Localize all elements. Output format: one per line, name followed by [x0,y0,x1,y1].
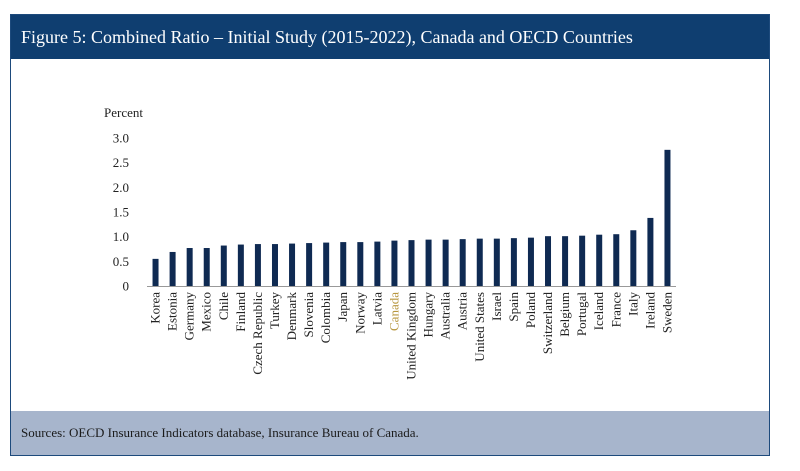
bar [545,236,552,286]
y-tick-label: 2.0 [113,180,129,195]
x-tick-label: Belgium [557,292,572,337]
x-tick-label: Slovenia [301,292,316,338]
bar [459,239,466,286]
y-tick-label: 3.0 [113,131,129,146]
bar [664,149,671,286]
x-tick-label: United States [472,292,487,362]
bar [613,234,620,286]
source-note: Sources: OECD Insurance Indicators datab… [11,411,769,455]
bar [562,236,569,286]
bar [289,243,296,286]
y-tick-label: 1.0 [113,229,129,244]
x-tick-label: Estonia [165,292,180,331]
x-tick-label: Portugal [574,292,589,336]
bar [323,242,330,286]
x-tick-label: Denmark [284,292,299,341]
bar [220,245,227,286]
x-tick-label: Australia [438,292,453,340]
bar [510,238,517,286]
bar [630,230,637,286]
x-tick-label: Sweden [659,292,674,334]
bar [306,243,313,286]
bar [374,241,381,286]
bar [425,239,432,286]
bar [493,238,500,286]
bar [271,244,278,286]
x-tick-label: Chile [216,292,231,320]
x-tick-label: United Kingdom [404,292,419,380]
bar [579,235,586,286]
bar [237,244,244,286]
bar [340,242,347,286]
bar [203,248,210,286]
bar [186,248,193,286]
bar [152,258,159,286]
x-tick-label: Switzerland [540,292,555,355]
y-tick-label: 1.5 [113,205,129,220]
y-axis-label: Percent [104,105,143,120]
bar [527,237,534,286]
y-tick-label: 0.5 [113,254,129,269]
bar [391,240,398,286]
figure-frame: Figure 5: Combined Ratio – Initial Study… [10,14,770,456]
x-tick-label: Israel [489,292,504,321]
x-tick-label: Japan [335,292,350,322]
x-tick-label: France [608,292,623,328]
x-tick-label: Iceland [591,292,606,331]
bar [476,238,483,286]
bar [357,242,364,286]
x-tick-label: Finland [233,292,248,332]
y-tick-label: 2.5 [113,155,129,170]
chart-area: Percent 0 0.5 1.0 1.5 2.0 2.5 3.0 Korea Estonia Ge… [11,59,769,411]
x-tick-label: Norway [352,292,367,334]
bar [596,234,603,286]
x-tick-label: Turkey [267,292,282,330]
x-tick-label: Latvia [369,292,384,325]
x-tick-label: Poland [523,292,538,329]
x-tick-label: Germany [182,292,197,341]
bar [254,244,261,286]
bar [169,251,176,286]
x-tick-label: Italy [625,292,640,316]
x-tick-label: Austria [455,292,470,331]
bar [442,239,449,286]
x-tick-label: Canada [386,292,401,331]
x-tick-label: Mexico [199,292,214,332]
x-tick-label: Korea [148,292,163,324]
bar [408,240,415,286]
y-tick-label: 0 [123,279,130,294]
x-tick-label: Czech Republic [250,292,265,375]
x-tick-label: Spain [506,292,521,322]
x-tick-label: Colombia [318,292,333,344]
x-tick-label: Hungary [421,292,436,338]
figure-title: Figure 5: Combined Ratio – Initial Study… [11,15,769,59]
x-tick-label: Ireland [642,292,657,329]
bar-chart: Percent 0 0.5 1.0 1.5 2.0 2.5 3.0 Korea Estonia Ge… [104,105,676,380]
bar [647,217,654,286]
